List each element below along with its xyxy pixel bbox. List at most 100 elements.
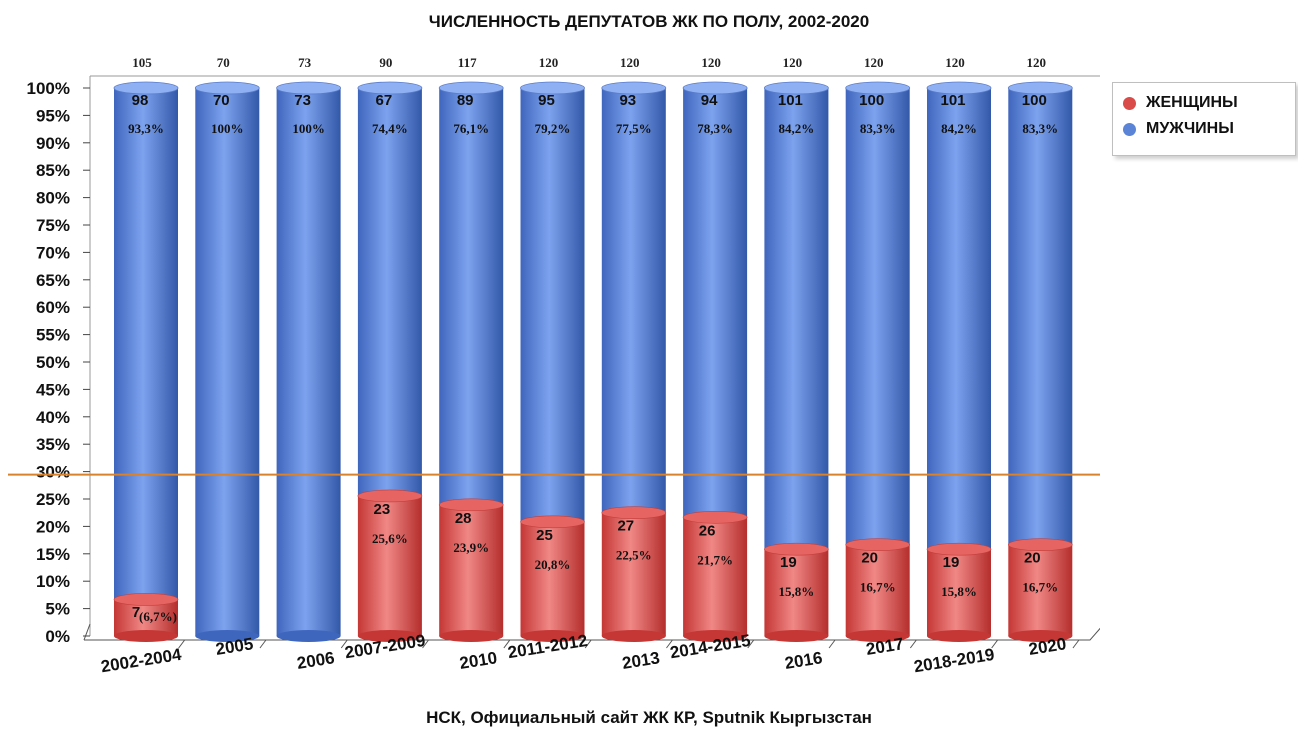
total-label: 70 — [217, 55, 230, 70]
plot-frame-back — [90, 75, 1100, 77]
bar-women-top — [520, 515, 585, 529]
legend-item-women: ЖЕНЩИНЫ — [1123, 91, 1295, 115]
x-tick-mark — [584, 639, 592, 649]
x-category-label: 2010 — [458, 648, 498, 673]
y-tick-label: 45% — [36, 380, 70, 399]
women-pct-label: 22,5% — [616, 548, 652, 563]
bar-men-top — [1007, 81, 1073, 95]
total-label: 105 — [132, 55, 152, 70]
men-pct-label: 77,5% — [616, 121, 652, 136]
women-pct-label: 23,9% — [453, 540, 489, 555]
men-count-label: 95 — [538, 92, 555, 109]
women-count-label: 20 — [1024, 550, 1041, 567]
y-tick-label: 50% — [36, 353, 70, 372]
plot-floor-left — [83, 623, 91, 641]
bar-women — [845, 544, 910, 636]
x-tick-mark — [666, 639, 673, 649]
legend-item-men: МУЖЧИНЫ — [1123, 117, 1295, 141]
bar-women-top — [764, 542, 829, 556]
bar-women-top — [113, 593, 179, 606]
total-label: 117 — [458, 55, 477, 70]
women-count-label: 19 — [943, 554, 960, 571]
bar-women-bottom — [1008, 630, 1073, 642]
men-count-label: 67 — [376, 92, 393, 109]
bar-women-top — [926, 542, 992, 556]
y-tick-label: 10% — [36, 572, 70, 591]
women-count-label: 20 — [861, 550, 878, 567]
bar-men — [357, 88, 422, 496]
bar-women — [683, 517, 748, 636]
source-caption: НСК, Официальный сайт ЖК КР, Sputnik Кыр… — [426, 708, 872, 727]
men-pct-label: 100% — [211, 121, 244, 136]
bar-men — [114, 88, 178, 600]
bar-women-bottom — [601, 630, 666, 642]
legend-swatch-women — [1123, 96, 1136, 110]
x-category-label: 2013 — [621, 648, 661, 673]
bar-men-top — [113, 81, 179, 95]
legend: ЖЕНЩИНЫ МУЖЧИНЫ — [1112, 82, 1296, 156]
bar-men — [520, 88, 585, 522]
bar-women-bottom — [683, 630, 748, 642]
men-count-label: 73 — [294, 92, 311, 109]
x-tick-mark — [422, 639, 429, 649]
women-pct-label: 25,6% — [372, 531, 408, 546]
bar-women — [520, 521, 585, 636]
bar-men — [1008, 88, 1073, 545]
bar-women — [1008, 544, 1073, 636]
bar-men — [845, 88, 910, 545]
women-pct-label: 15,8% — [779, 584, 815, 599]
women-count-label: 19 — [780, 554, 797, 571]
bar-women-bottom — [357, 630, 422, 642]
x-tick-mark — [909, 639, 917, 649]
y-tick-label: 15% — [36, 545, 70, 564]
y-tick-label: 90% — [36, 134, 70, 153]
bar-men-top — [438, 81, 504, 95]
men-pct-label: 74,4% — [372, 121, 408, 136]
stacked-bar-chart: 0% 5% 10% 15% 20% 25% 30% 35% 40% 45% 50% 55% 60% 65%… — [8, 55, 1100, 677]
bar-men — [601, 88, 666, 513]
men-pct-label: 84,2% — [941, 121, 977, 136]
bar-men — [195, 88, 260, 636]
men-count-label: 93 — [619, 92, 636, 109]
women-count-label: 26 — [699, 522, 716, 539]
y-tick-label: 5% — [45, 600, 70, 619]
women-count-label: 27 — [617, 518, 634, 535]
bar-men-top — [845, 81, 911, 95]
total-label: 120 — [864, 55, 884, 70]
bar-women-top — [601, 506, 667, 520]
women-count-label: 28 — [455, 510, 472, 527]
y-tick-label: 65% — [36, 271, 70, 290]
men-count-label: 89 — [457, 92, 474, 109]
women-pct-label: 15,8% — [941, 584, 977, 599]
women-count-label: 25 — [536, 527, 553, 544]
bar-men-top — [926, 81, 992, 95]
women-pct-label: 16,7% — [860, 580, 896, 595]
men-pct-label: 79,2% — [535, 121, 571, 136]
y-tick-label: 85% — [36, 161, 70, 180]
bar-men-top — [357, 81, 423, 95]
total-label: 120 — [620, 55, 640, 70]
bar-women-bottom — [764, 630, 829, 642]
bar-women — [439, 504, 504, 636]
x-tick-mark — [178, 639, 186, 649]
bar-women-top — [1008, 538, 1073, 551]
x-category-label: 2018-2019 — [912, 645, 995, 676]
y-tick-label: 70% — [36, 243, 70, 262]
bar-women-bottom — [927, 630, 991, 642]
x-tick-mark — [828, 639, 836, 649]
total-label: 120 — [539, 55, 559, 70]
men-count-label: 100 — [859, 92, 884, 109]
women-count-label: 7 — [132, 604, 140, 621]
bar-men — [683, 88, 748, 518]
men-pct-label: 83,3% — [1022, 121, 1058, 136]
bar-men — [439, 88, 504, 505]
bar-men-bottom — [276, 630, 341, 642]
bar-women-top — [357, 489, 423, 503]
men-pct-label: 83,3% — [860, 121, 896, 136]
bar-men — [927, 88, 991, 550]
bar-women-bottom — [520, 630, 585, 642]
x-category-label: 2002-2004 — [99, 645, 183, 677]
men-pct-label: 76,1% — [453, 121, 489, 136]
y-tick-label: 60% — [36, 298, 70, 317]
men-pct-label: 93,3% — [128, 121, 164, 136]
